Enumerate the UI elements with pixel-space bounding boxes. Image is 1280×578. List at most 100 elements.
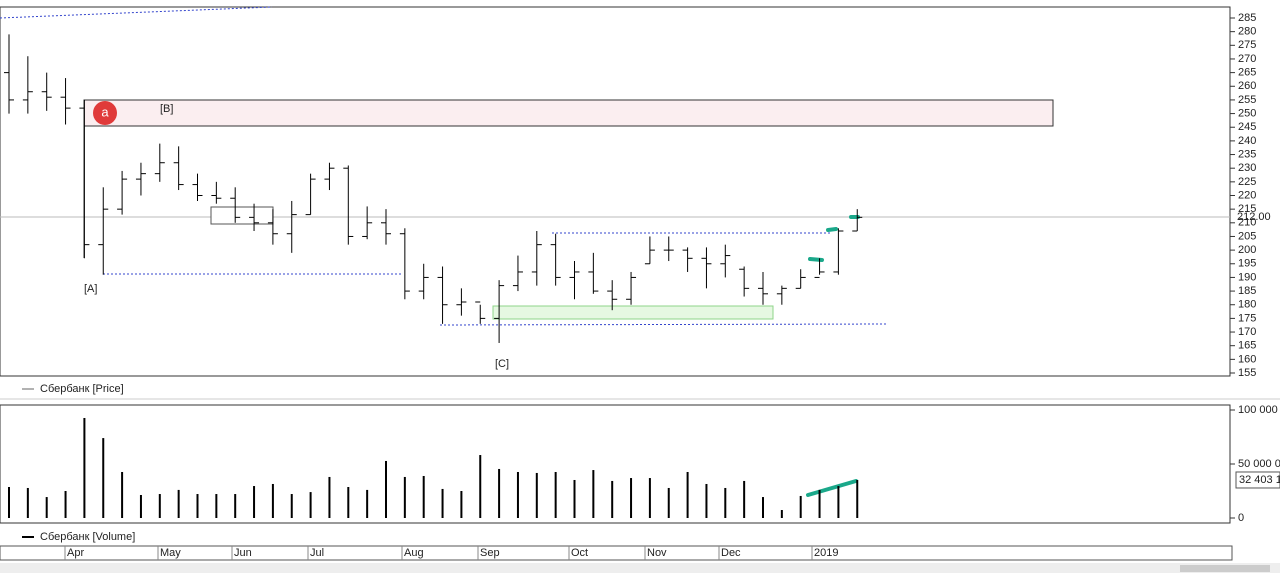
volume-bar xyxy=(64,491,67,518)
volume-bar xyxy=(648,478,651,518)
y-tick-label: 175 xyxy=(1238,312,1256,324)
volume-bar xyxy=(177,489,180,518)
volume-bar xyxy=(630,478,633,518)
volume-bar xyxy=(422,475,425,518)
volume-bar xyxy=(573,479,576,518)
volume-bar xyxy=(366,489,369,518)
y-tick-label: 165 xyxy=(1238,340,1256,352)
volume-bar xyxy=(45,497,48,518)
y-tick-label: 200 xyxy=(1238,244,1256,256)
volume-bar xyxy=(290,494,293,518)
volume-bar xyxy=(139,494,142,518)
x-tick-label: May xyxy=(160,547,181,559)
volume-bar xyxy=(385,460,387,518)
annotation-badge[interactable] xyxy=(93,101,117,125)
y-tick-label: 160 xyxy=(1238,353,1256,365)
volume-bar xyxy=(309,492,312,518)
y-tick-label: 220 xyxy=(1238,189,1256,201)
x-tick-label: Jun xyxy=(234,547,252,559)
y-tick-label: 275 xyxy=(1238,39,1256,51)
volume-bar xyxy=(611,480,614,518)
volume-bar xyxy=(667,487,670,518)
annotation-badge-text: a xyxy=(101,104,109,119)
price-label-box xyxy=(210,206,274,225)
date-axis xyxy=(0,545,1233,561)
scrollbar-thumb[interactable] xyxy=(1180,565,1270,572)
last-value-label: 32 403 1 xyxy=(1239,474,1280,486)
x-tick-label: Oct xyxy=(571,547,588,559)
volume-bar xyxy=(516,471,519,518)
x-tick-label: Dec xyxy=(721,547,741,559)
volume-bar xyxy=(743,480,746,518)
scrollbar[interactable] xyxy=(0,563,1280,573)
annotation: [A] xyxy=(84,283,97,295)
y-tick-label: 100 000 xyxy=(1238,404,1278,416)
y-tick-label: 155 xyxy=(1238,367,1256,379)
legend: Сбербанк [Price] xyxy=(40,383,124,395)
y-tick-label: 265 xyxy=(1238,67,1256,79)
y-tick-label: 245 xyxy=(1238,121,1256,133)
volume-bar xyxy=(8,487,10,518)
volume-panel xyxy=(0,404,1231,524)
y-tick-label: 190 xyxy=(1238,271,1256,283)
volume-bar xyxy=(460,491,463,518)
volume-bar xyxy=(498,468,501,518)
volume-bar xyxy=(856,479,859,518)
volume-bar xyxy=(479,455,482,518)
y-tick-label: 280 xyxy=(1238,26,1256,38)
y-tick-label: 170 xyxy=(1238,326,1256,338)
y-tick-label: 250 xyxy=(1238,107,1256,119)
volume-bar xyxy=(234,494,237,518)
volume-bar xyxy=(837,486,840,518)
volume-bar xyxy=(686,471,689,518)
x-tick-label: Jul xyxy=(310,547,324,559)
annotation: [C] xyxy=(495,358,509,370)
volume-bar xyxy=(554,471,557,518)
volume-bar xyxy=(535,472,538,518)
volume-bar xyxy=(158,494,161,518)
volume-bar xyxy=(253,486,256,518)
y-tick-label: 210 xyxy=(1238,217,1256,229)
value-label-box xyxy=(1235,471,1280,489)
volume-bar xyxy=(215,494,218,518)
volume-bar xyxy=(328,476,331,518)
y-tick-label: 235 xyxy=(1238,148,1256,160)
y-tick-label: 230 xyxy=(1238,162,1256,174)
y-tick-label: 185 xyxy=(1238,285,1256,297)
y-tick-label: 240 xyxy=(1238,135,1256,147)
y-tick-label: 205 xyxy=(1238,230,1256,242)
y-tick-label: 50 000 0 xyxy=(1238,458,1280,470)
volume-bar xyxy=(799,495,802,518)
volume-bar xyxy=(121,471,124,518)
y-tick-label: 195 xyxy=(1238,258,1256,270)
volume-bar xyxy=(441,488,444,518)
volume-bar xyxy=(724,487,727,518)
y-tick-label: 180 xyxy=(1238,299,1256,311)
trend-line xyxy=(0,6,273,19)
y-tick-label: 255 xyxy=(1238,94,1256,106)
y-tick-label: 225 xyxy=(1238,176,1256,188)
y-tick-label: 0 xyxy=(1238,512,1244,524)
volume-bar xyxy=(705,483,708,518)
zone-green xyxy=(492,305,774,320)
y-tick-label: 285 xyxy=(1238,12,1256,24)
volume-bar xyxy=(347,487,350,518)
volume-bar xyxy=(271,483,274,518)
volume-bar xyxy=(83,417,86,518)
volume-bar xyxy=(592,470,595,518)
zone-b xyxy=(83,99,1054,127)
volume-bar xyxy=(102,438,105,518)
y-tick-label: 260 xyxy=(1238,80,1256,92)
volume-bar xyxy=(818,489,821,518)
x-tick-label: Aug xyxy=(404,547,424,559)
x-tick-label: 2019 xyxy=(814,547,838,559)
x-tick-label: Sep xyxy=(480,547,500,559)
y-tick-label: 215 xyxy=(1238,203,1256,215)
legend: Сбербанк [Volume] xyxy=(40,531,135,543)
volume-bar xyxy=(196,494,199,518)
volume-bar xyxy=(26,487,29,518)
x-tick-label: Nov xyxy=(647,547,667,559)
y-tick-label: 270 xyxy=(1238,53,1256,65)
